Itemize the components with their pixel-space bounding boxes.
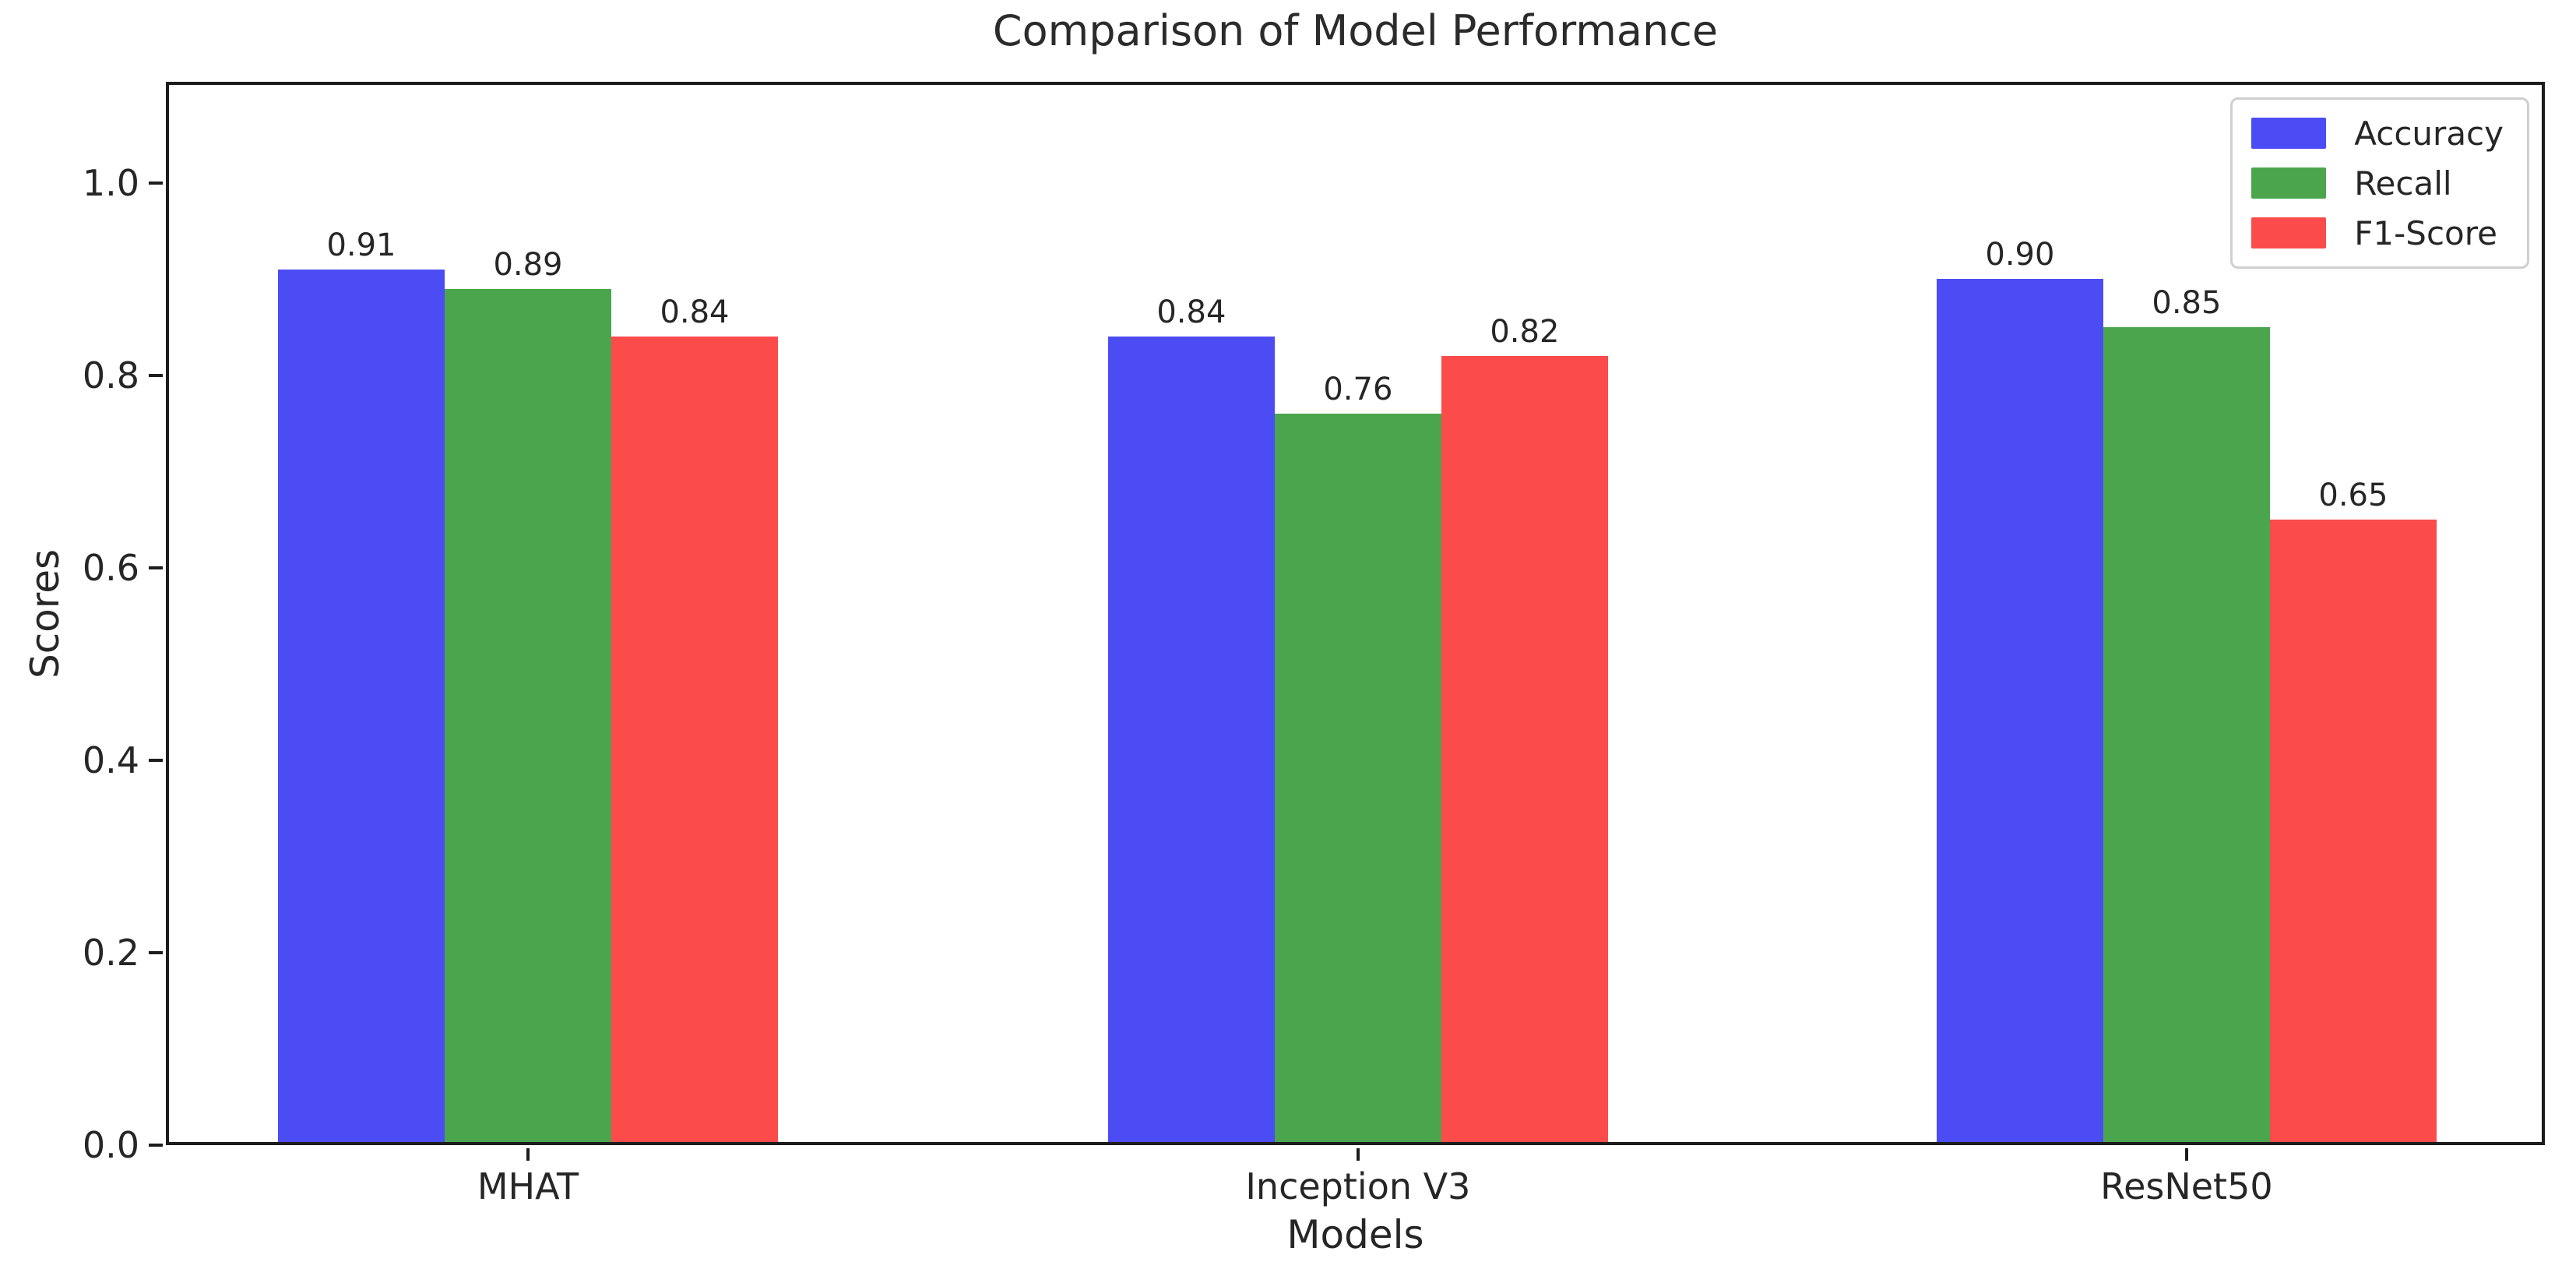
y-tick-label-1.0: 1.0 [82, 161, 139, 204]
bar-value-label-recall-inception-v3: 0.76 [1323, 372, 1393, 407]
x-tick-label-resnet50: ResNet50 [2100, 1165, 2273, 1207]
legend-row-accuracy: Accuracy [2251, 112, 2504, 154]
y-tick-label-0.6: 0.6 [82, 546, 139, 589]
bar-value-label-accuracy-mhat: 0.91 [326, 227, 396, 263]
legend-label-accuracy: Accuracy [2354, 114, 2504, 153]
legend-swatch-recall [2251, 167, 2327, 199]
y-tick-label-0.4: 0.4 [82, 738, 139, 781]
bar-f1-score-mhat [611, 337, 778, 1145]
bar-value-label-recall-resnet50: 0.85 [2152, 285, 2222, 321]
legend: Accuracy Recall F1-Score [2230, 97, 2529, 269]
bar-value-label-f1-score-mhat: 0.84 [660, 294, 730, 330]
bar-value-label-f1-score-resnet50: 0.65 [2318, 478, 2388, 513]
bar-accuracy-inception-v3 [1107, 337, 1275, 1145]
x-tick-mark-resnet50 [2184, 1148, 2188, 1161]
y-tick-label-0.0: 0.0 [82, 1124, 139, 1166]
y-tick-mark-0.2 [149, 950, 163, 954]
bar-accuracy-resnet50 [1936, 279, 2103, 1145]
bar-recall-mhat [444, 289, 611, 1145]
bar-f1-score-resnet50 [2269, 520, 2437, 1145]
bar-value-label-accuracy-resnet50: 0.90 [1985, 237, 2055, 273]
y-tick-label-0.8: 0.8 [82, 354, 139, 397]
bar-value-label-f1-score-inception-v3: 0.82 [1490, 314, 1560, 350]
x-tick-label-mhat: MHAT [477, 1165, 579, 1207]
plot-area: Accuracy Recall F1-Score 0.0 0.2 0.4 0.6 0.8 1.… [83, 82, 2545, 1207]
bar-accuracy-mhat [277, 270, 445, 1145]
x-tick-mark-mhat [526, 1148, 530, 1161]
bar-value-label-accuracy-inception-v3: 0.84 [1156, 294, 1226, 330]
x-tick-label-inception-v3: Inception V3 [1245, 1165, 1471, 1207]
bar-value-label-recall-mhat: 0.89 [493, 247, 563, 283]
bar-recall-inception-v3 [1274, 414, 1441, 1145]
y-tick-mark-0.4 [149, 758, 163, 762]
chart-title: Comparison of Model Performance [992, 6, 1719, 55]
y-tick-mark-0.8 [149, 373, 163, 377]
legend-swatch-accuracy [2251, 118, 2327, 149]
x-tick-mark-inception-v3 [1356, 1148, 1360, 1161]
y-tick-label-0.2: 0.2 [82, 931, 139, 974]
bar-f1-score-inception-v3 [1441, 356, 1608, 1145]
y-tick-mark-1.0 [149, 181, 163, 185]
x-axis-label: Models [1286, 1212, 1424, 1257]
bar-recall-resnet50 [2103, 327, 2270, 1145]
legend-swatch-f1-score [2251, 217, 2327, 249]
y-axis-label: Scores [23, 548, 68, 679]
y-tick-mark-0.6 [149, 566, 163, 569]
legend-row-f1-score: F1-Score [2251, 212, 2504, 254]
legend-row-recall: Recall [2251, 162, 2504, 204]
legend-label-f1-score: F1-Score [2354, 213, 2497, 252]
y-tick-mark-0.0 [149, 1144, 163, 1147]
legend-label-recall: Recall [2354, 164, 2452, 203]
